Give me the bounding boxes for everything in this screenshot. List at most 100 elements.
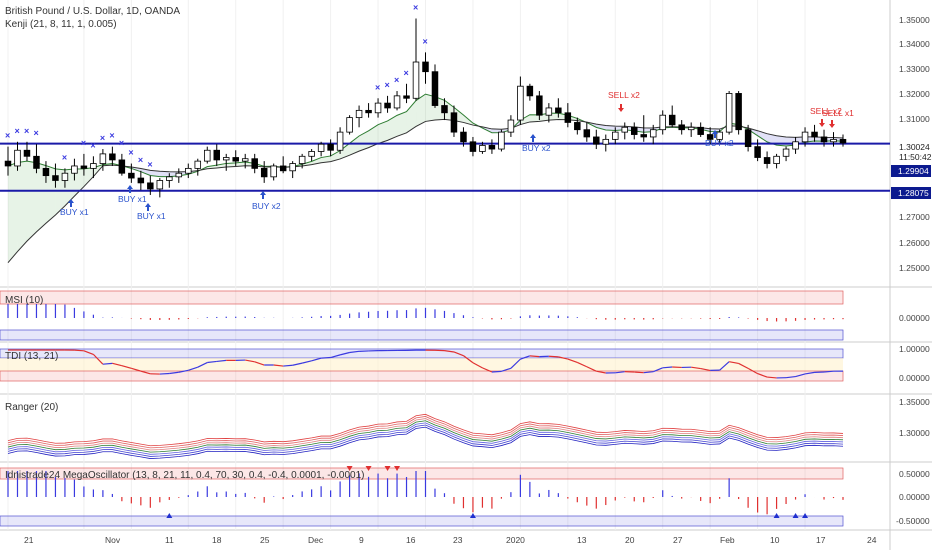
candle-body — [640, 134, 647, 138]
candle-body — [403, 95, 410, 99]
tdi-segment — [567, 358, 578, 364]
tdi-segment — [207, 360, 217, 364]
msi-histogram — [7, 304, 844, 322]
sell-signal-2: SELL x2 SELL x1 — [810, 106, 854, 128]
tdi-segment — [188, 366, 198, 371]
tdi-segment — [747, 367, 758, 375]
time-label: 18 — [212, 535, 222, 545]
price-tick: 1.33000 — [899, 64, 930, 74]
cross-marker-icon: × — [5, 131, 10, 141]
tdi-segment — [453, 351, 464, 357]
candle-body — [782, 148, 790, 157]
candle-body — [526, 85, 534, 97]
buy-signal-2: BUY x1 — [118, 185, 147, 204]
price-tick: 1.32000 — [899, 89, 930, 99]
candle-body — [716, 131, 723, 140]
tdi-segment — [719, 361, 730, 371]
time-label: Nov — [105, 535, 121, 545]
tdi-segment — [795, 373, 806, 378]
tdi-segment — [691, 366, 701, 370]
buy-arrow-icon — [712, 130, 718, 138]
cross-marker-icon: × — [100, 133, 105, 143]
buy-signal-label: BUY x2 — [705, 138, 734, 148]
ranger-band-line — [7, 416, 844, 449]
tdi-segment — [216, 359, 227, 363]
buy-arrow-icon — [145, 203, 151, 211]
time-label: 11 — [165, 535, 174, 545]
tdi-segment — [121, 365, 132, 369]
msi-lower-zone — [0, 329, 844, 341]
time-axis[interactable]: 21 Nov 11 18 25 Dec 9 16 23 2020 13 20 2… — [24, 535, 877, 545]
candles[interactable] — [4, 18, 847, 198]
candle-body — [393, 95, 401, 109]
cross-marker-icon: × — [413, 3, 418, 13]
cloud-segment — [36, 162, 46, 232]
cloud-segment — [368, 124, 379, 148]
candle-body — [441, 105, 448, 114]
candle-body — [251, 158, 258, 169]
candle-body — [612, 131, 619, 140]
tdi-segment — [529, 355, 540, 358]
candle-body — [156, 180, 164, 190]
tdi-segment — [491, 370, 502, 373]
cross-marker-icon: × — [90, 140, 95, 150]
mega-bottom-marker-icon — [792, 513, 799, 518]
buy-signal-label: BUY x1 — [118, 194, 147, 204]
tdi-segment — [339, 351, 350, 356]
time-label: 27 — [673, 535, 683, 545]
candle-body — [697, 126, 704, 135]
candle-body — [668, 114, 676, 126]
candle-body — [450, 112, 458, 133]
time-label: 2020 — [506, 535, 525, 545]
tdi-segment — [586, 366, 597, 372]
candle-body — [754, 146, 761, 158]
ranger-tick: 1.30000 — [899, 428, 930, 438]
candle-body — [194, 160, 202, 169]
tdi-segment — [102, 362, 113, 365]
candle-body — [564, 112, 572, 123]
current-price-value: 1.30024 — [899, 142, 930, 152]
cloud-segment — [397, 111, 407, 137]
time-label: 21 — [24, 535, 34, 545]
candle-body — [52, 175, 59, 181]
tdi-segment — [501, 367, 512, 372]
ranger-tick: 1.35000 — [899, 397, 930, 407]
tdi-segment — [785, 375, 796, 379]
candle-body — [346, 117, 353, 133]
tdi-segment — [482, 367, 493, 373]
ranger-band-line — [7, 413, 844, 447]
mega-bottom-marker-icon — [469, 513, 476, 518]
mega-top-marker-icon — [384, 466, 391, 471]
tdi-segment — [596, 370, 606, 374]
candle-body — [735, 93, 742, 131]
candle-body — [583, 129, 591, 138]
tdi-segment — [548, 355, 559, 358]
candle-body — [649, 129, 657, 138]
level-b-tag: 1.28075 — [891, 187, 931, 199]
candle-body — [71, 165, 78, 174]
candle-body — [517, 85, 524, 121]
candle-body — [412, 61, 420, 99]
tdi-segment — [254, 361, 265, 366]
sell-arrow-icon — [819, 119, 825, 127]
candle-body — [763, 157, 771, 164]
candle-body — [545, 107, 553, 116]
price-axis[interactable]: 1.35000 1.34000 1.33000 1.32000 1.31000 … — [899, 15, 930, 273]
horizontal-levels[interactable] — [0, 142, 890, 192]
candle-body — [327, 143, 334, 151]
cross-marker-icon: × — [24, 126, 29, 136]
buy-signal-label: BUY x1 — [60, 207, 89, 217]
candle-body — [574, 122, 581, 131]
candle-body — [469, 141, 477, 152]
kenji-cloud — [7, 93, 844, 263]
cloud-segment — [416, 94, 426, 127]
level-a-value: 1.29904 — [898, 166, 929, 176]
tdi-segment — [520, 355, 531, 360]
buy-signal-label: BUY x2 — [522, 143, 551, 153]
tdi-segment — [302, 360, 312, 364]
candle-body — [384, 102, 391, 109]
indicator-label: Kenji (21, 8, 11, 1, 0.005) — [5, 19, 117, 30]
tdi-background — [0, 348, 844, 382]
cloud-segment — [605, 125, 616, 131]
cross-marker-icon: × — [375, 82, 380, 92]
